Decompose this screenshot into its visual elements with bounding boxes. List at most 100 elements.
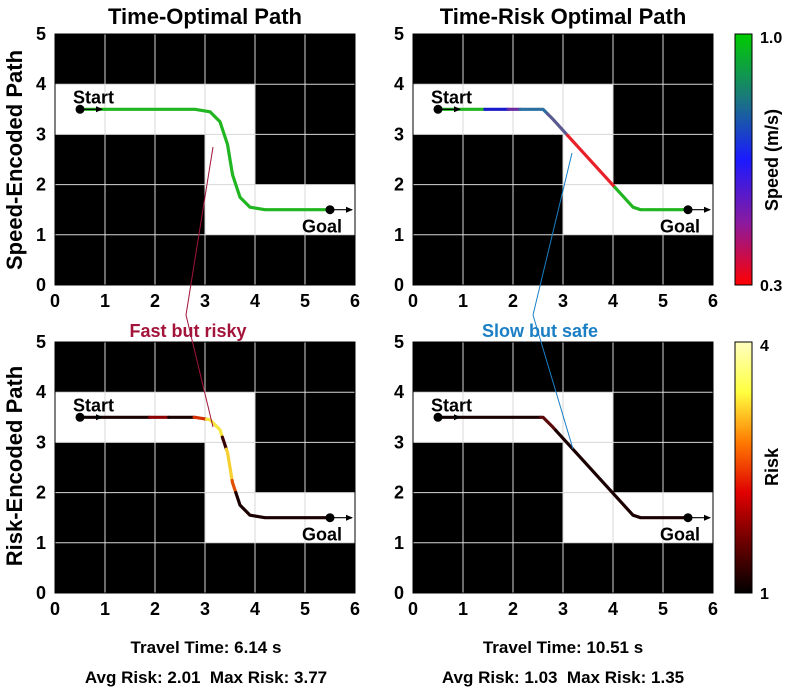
x-tick-label: 1 (458, 599, 468, 619)
x-tick-label: 4 (250, 599, 260, 619)
x-tick-label: 3 (558, 599, 568, 619)
goal-marker (683, 513, 693, 523)
x-tick-label: 5 (300, 291, 310, 311)
x-tick-label: 1 (458, 291, 468, 311)
x-tick-label: 5 (658, 291, 668, 311)
x-tick-label: 5 (658, 599, 668, 619)
path-segment (518, 107, 550, 116)
y-tick-label: 4 (36, 74, 46, 94)
row-title-bottom: Risk-Encoded Path (2, 366, 27, 566)
grid (55, 34, 355, 285)
travel-time-left: Travel Time: 6.14 s (131, 638, 282, 657)
x-tick-label: 6 (708, 291, 718, 311)
grid (413, 34, 713, 285)
x-tick-label: 4 (250, 291, 260, 311)
y-tick-label: 2 (36, 483, 46, 503)
y-tick-label: 2 (394, 175, 404, 195)
path-segment (224, 447, 234, 482)
y-tick-label: 3 (394, 432, 404, 452)
y-tick-label: 1 (36, 533, 46, 553)
y-tick-label: 1 (394, 225, 404, 245)
column-title-right: Time-Risk Optimal Path (440, 4, 687, 29)
risk-stats-right: Avg Risk: 1.03 Max Risk: 1.35 (442, 668, 684, 687)
x-tick-label: 0 (408, 599, 418, 619)
y-tick-label: 1 (36, 225, 46, 245)
trajectory (78, 107, 332, 212)
speed-colorbar-label: Speed (m/s) (762, 109, 782, 211)
panel-r1-c0: 0 1 2 3 4 5 6 0 1 2 3 4 5 Start Goal (36, 332, 360, 619)
plot-border (412, 33, 714, 286)
y-tick-label: 0 (36, 583, 46, 603)
speed-colorbar-min: 0.3 (760, 278, 782, 295)
risk-stats-left: Avg Risk: 2.01 Max Risk: 3.77 (85, 668, 327, 687)
path-segment (565, 133, 617, 189)
x-tick-label: 2 (508, 599, 518, 619)
x-tick-label: 2 (508, 291, 518, 311)
x-tick-label: 6 (350, 599, 360, 619)
plot-border (412, 341, 714, 594)
path-segment (545, 112, 570, 137)
path-segment (613, 185, 690, 212)
speed-colorbar (734, 33, 753, 286)
path-segment (78, 107, 332, 212)
y-tick-label: 0 (394, 583, 404, 603)
start-marker (433, 412, 443, 422)
path-segment (539, 415, 558, 432)
x-tick-label: 6 (708, 599, 718, 619)
x-tick-label: 5 (300, 599, 310, 619)
y-tick-label: 5 (36, 24, 46, 44)
risk-colorbar-max: 4 (760, 338, 769, 355)
goal-marker (325, 205, 335, 215)
annotation-fast-but-risky: Fast but risky (129, 321, 246, 341)
panel-r0-c1: 0 1 2 3 4 5 6 0 1 2 3 4 5 Start Goal (394, 24, 718, 311)
goal-label: Goal (302, 525, 342, 545)
annotation-slow-but-safe: Slow but safe (482, 321, 598, 341)
x-tick-label: 0 (50, 291, 60, 311)
y-tick-label: 1 (394, 533, 404, 553)
path-segment (230, 478, 238, 495)
plot-border (54, 33, 356, 286)
path-segment (554, 428, 690, 520)
annotation-leader-left-upper (185, 146, 214, 316)
panel-r0-c0: 0 1 2 3 4 5 6 0 1 2 3 4 5 Start Goal (36, 24, 360, 311)
y-tick-label: 4 (394, 74, 404, 94)
x-tick-label: 0 (50, 599, 60, 619)
path-segment (205, 417, 224, 439)
travel-time-right: Travel Time: 10.51 s (483, 638, 643, 657)
y-tick-label: 5 (36, 332, 46, 352)
grid (413, 342, 713, 593)
start-marker (75, 104, 85, 114)
y-tick-label: 3 (394, 124, 404, 144)
speed-colorbar-max: 1.0 (760, 30, 782, 47)
risk-colorbar-min: 1 (760, 586, 769, 603)
goal-marker (683, 205, 693, 215)
path-segment (234, 490, 332, 520)
x-tick-label: 3 (200, 599, 210, 619)
start-label: Start (431, 395, 472, 415)
x-tick-label: 2 (150, 291, 160, 311)
y-tick-label: 2 (394, 483, 404, 503)
x-tick-label: 6 (350, 291, 360, 311)
y-tick-label: 5 (394, 24, 404, 44)
y-tick-label: 4 (36, 382, 46, 402)
start-marker (75, 412, 85, 422)
x-tick-label: 0 (408, 291, 418, 311)
x-tick-label: 3 (558, 291, 568, 311)
x-tick-label: 1 (100, 291, 110, 311)
y-tick-label: 3 (36, 124, 46, 144)
risk-colorbar (734, 341, 753, 594)
x-tick-label: 1 (100, 599, 110, 619)
y-tick-label: 0 (36, 275, 46, 295)
goal-label: Goal (660, 217, 700, 237)
x-tick-label: 4 (608, 291, 618, 311)
y-tick-label: 2 (36, 175, 46, 195)
start-label: Start (73, 395, 114, 415)
grid (55, 342, 355, 593)
annotation-leader-left (185, 314, 214, 428)
start-label: Start (431, 87, 472, 107)
x-tick-label: 4 (608, 599, 618, 619)
plot-border (54, 341, 356, 594)
risk-colorbar-label: Risk (762, 447, 782, 486)
annotation-leader-right (532, 152, 573, 316)
